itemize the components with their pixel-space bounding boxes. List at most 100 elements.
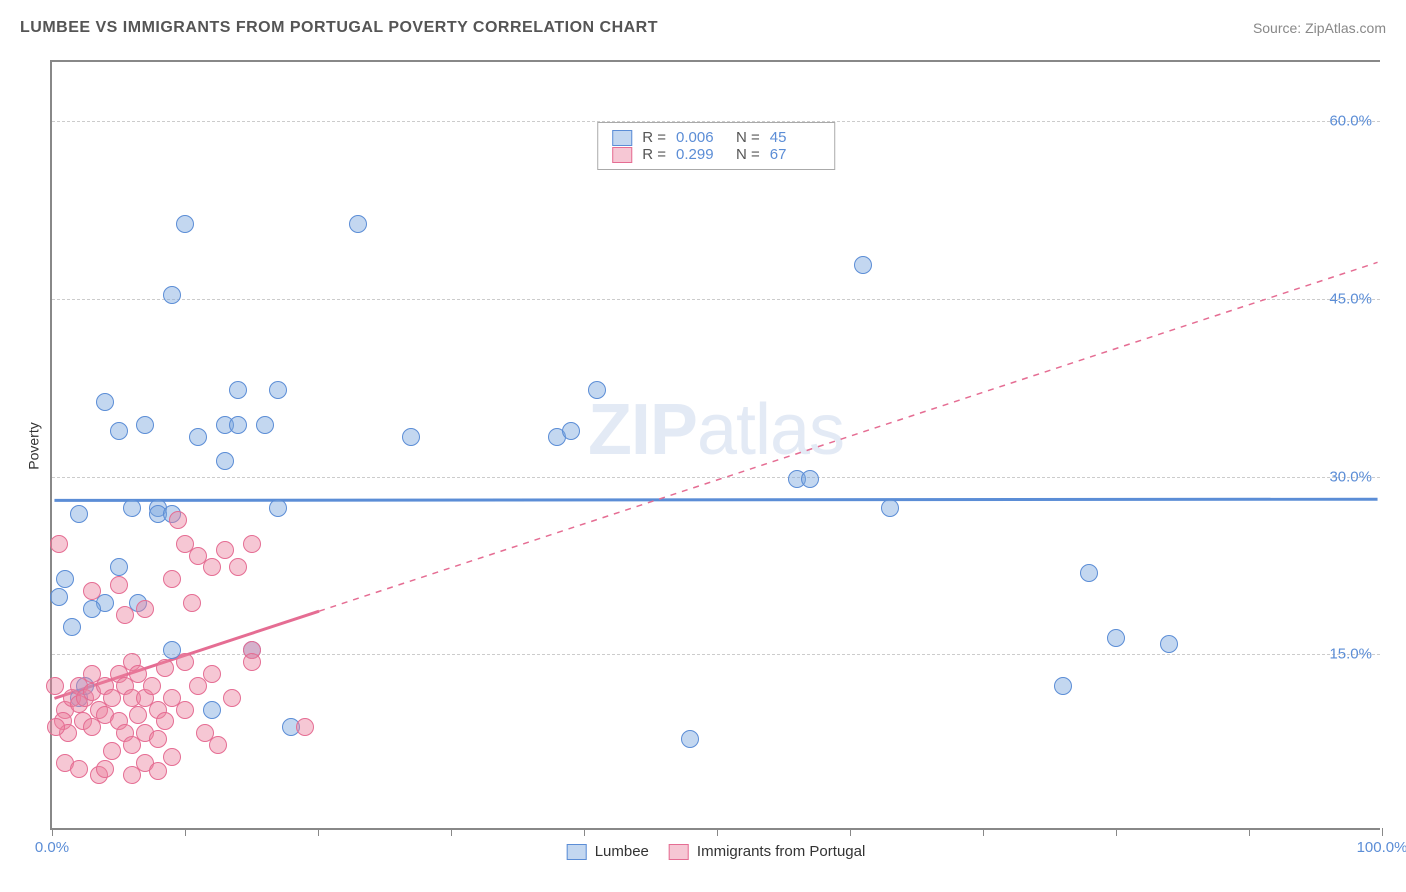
legend-n-value-1: 45 bbox=[770, 129, 820, 146]
scatter-point bbox=[83, 582, 101, 600]
x-tick bbox=[1382, 828, 1383, 836]
scatter-point bbox=[881, 499, 899, 517]
y-tick-label: 45.0% bbox=[1329, 290, 1372, 307]
scatter-point bbox=[1160, 635, 1178, 653]
x-tick bbox=[1116, 828, 1117, 836]
scatter-point bbox=[123, 499, 141, 517]
chart-plot-area: ZIPatlas R = 0.006 N = 45 R = 0.299 N = … bbox=[50, 60, 1380, 830]
scatter-point bbox=[169, 511, 187, 529]
watermark: ZIPatlas bbox=[588, 389, 844, 471]
legend-label-lumbee: Lumbee bbox=[595, 843, 649, 860]
x-tick-label: 0.0% bbox=[35, 839, 69, 856]
scatter-point bbox=[681, 730, 699, 748]
scatter-point bbox=[176, 701, 194, 719]
scatter-point bbox=[70, 760, 88, 778]
scatter-point bbox=[50, 588, 68, 606]
x-tick bbox=[584, 828, 585, 836]
x-tick-label: 100.0% bbox=[1357, 839, 1406, 856]
x-tick bbox=[185, 828, 186, 836]
scatter-point bbox=[56, 570, 74, 588]
legend-item-portugal: Immigrants from Portugal bbox=[669, 843, 865, 860]
scatter-point bbox=[203, 701, 221, 719]
scatter-point bbox=[163, 286, 181, 304]
legend-label-portugal: Immigrants from Portugal bbox=[697, 843, 865, 860]
scatter-point bbox=[1080, 564, 1098, 582]
legend-r-value-2: 0.299 bbox=[676, 146, 726, 163]
scatter-point bbox=[116, 606, 134, 624]
watermark-light: atlas bbox=[697, 390, 844, 470]
scatter-point bbox=[269, 381, 287, 399]
legend-item-lumbee: Lumbee bbox=[567, 843, 649, 860]
scatter-point bbox=[229, 416, 247, 434]
x-tick bbox=[1249, 828, 1250, 836]
scatter-point bbox=[110, 422, 128, 440]
scatter-point bbox=[143, 677, 161, 695]
scatter-point bbox=[46, 677, 64, 695]
legend-stats-row-2: R = 0.299 N = 67 bbox=[612, 146, 820, 163]
scatter-point bbox=[156, 659, 174, 677]
x-tick bbox=[717, 828, 718, 836]
scatter-point bbox=[129, 706, 147, 724]
scatter-point bbox=[176, 653, 194, 671]
scatter-point bbox=[176, 215, 194, 233]
scatter-point bbox=[243, 535, 261, 553]
scatter-point bbox=[189, 428, 207, 446]
scatter-point bbox=[216, 541, 234, 559]
scatter-point bbox=[229, 381, 247, 399]
scatter-point bbox=[223, 689, 241, 707]
gridline-horizontal bbox=[52, 299, 1380, 300]
legend-swatch-pink bbox=[669, 844, 689, 860]
scatter-point bbox=[47, 718, 65, 736]
legend-swatch-blue bbox=[567, 844, 587, 860]
header-bar: LUMBEE VS IMMIGRANTS FROM PORTUGAL POVER… bbox=[0, 0, 1406, 50]
scatter-point bbox=[156, 712, 174, 730]
scatter-point bbox=[269, 499, 287, 517]
gridline-horizontal bbox=[52, 477, 1380, 478]
legend-series: Lumbee Immigrants from Portugal bbox=[567, 843, 866, 860]
scatter-point bbox=[110, 558, 128, 576]
scatter-point bbox=[243, 653, 261, 671]
legend-n-label: N = bbox=[736, 146, 760, 163]
scatter-point bbox=[183, 594, 201, 612]
x-tick bbox=[451, 828, 452, 836]
legend-r-label: R = bbox=[642, 129, 666, 146]
legend-r-value-1: 0.006 bbox=[676, 129, 726, 146]
scatter-point bbox=[588, 381, 606, 399]
scatter-point bbox=[854, 256, 872, 274]
scatter-point bbox=[229, 558, 247, 576]
scatter-point bbox=[123, 766, 141, 784]
x-tick bbox=[318, 828, 319, 836]
legend-n-label: N = bbox=[736, 129, 760, 146]
source-label: Source: ZipAtlas.com bbox=[1253, 20, 1386, 36]
scatter-point bbox=[256, 416, 274, 434]
x-tick bbox=[983, 828, 984, 836]
scatter-point bbox=[1054, 677, 1072, 695]
scatter-point bbox=[203, 665, 221, 683]
scatter-point bbox=[209, 736, 227, 754]
y-tick-label: 60.0% bbox=[1329, 113, 1372, 130]
scatter-point bbox=[163, 570, 181, 588]
scatter-point bbox=[203, 558, 221, 576]
scatter-point bbox=[70, 505, 88, 523]
watermark-bold: ZIP bbox=[588, 390, 697, 470]
scatter-point bbox=[83, 600, 101, 618]
scatter-point bbox=[296, 718, 314, 736]
scatter-point bbox=[1107, 629, 1125, 647]
legend-n-value-2: 67 bbox=[770, 146, 820, 163]
x-tick bbox=[850, 828, 851, 836]
scatter-point bbox=[149, 730, 167, 748]
y-tick-label: 15.0% bbox=[1329, 646, 1372, 663]
y-tick-label: 30.0% bbox=[1329, 468, 1372, 485]
legend-swatch-pink bbox=[612, 147, 632, 163]
scatter-point bbox=[163, 748, 181, 766]
scatter-point bbox=[63, 618, 81, 636]
legend-stats-row-1: R = 0.006 N = 45 bbox=[612, 129, 820, 146]
x-tick bbox=[52, 828, 53, 836]
scatter-point bbox=[110, 576, 128, 594]
scatter-point bbox=[50, 535, 68, 553]
legend-r-label: R = bbox=[642, 146, 666, 163]
scatter-point bbox=[216, 452, 234, 470]
scatter-point bbox=[136, 600, 154, 618]
scatter-point bbox=[136, 416, 154, 434]
scatter-point bbox=[96, 393, 114, 411]
